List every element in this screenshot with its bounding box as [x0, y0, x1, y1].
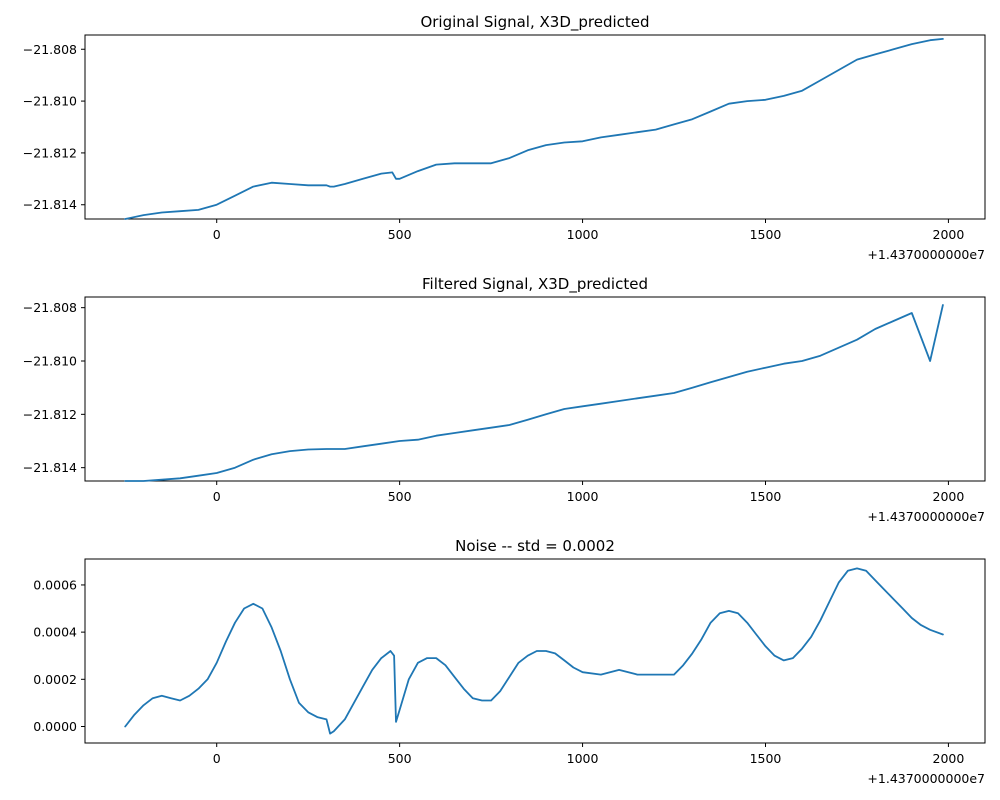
- x-axis: 0 500 1000 1500 2000: [213, 743, 965, 766]
- y-tick-label: −21.808: [23, 300, 77, 315]
- series-line-noise: [124, 567, 944, 735]
- series-line-original: [124, 38, 944, 220]
- x-tick-label: 500: [388, 751, 412, 766]
- x-tick-label: 1500: [750, 489, 782, 504]
- chart-title: Noise -- std = 0.0002: [455, 537, 615, 555]
- y-tick-label: 0.0002: [33, 672, 77, 687]
- x-tick-label: 1000: [567, 489, 599, 504]
- y-tick-label: −21.814: [23, 460, 77, 475]
- y-tick-label: −21.810: [23, 354, 77, 369]
- chart-title: Filtered Signal, X3D_predicted: [422, 275, 648, 294]
- subplot-noise: Noise -- std = 0.0002 0 500 1000 1500 2000 0…: [33, 537, 986, 786]
- x-tick-label: 2000: [933, 227, 965, 242]
- x-tick-label: 0: [213, 751, 221, 766]
- x-tick-label: 1500: [750, 751, 782, 766]
- x-tick-label: 0: [213, 227, 221, 242]
- x-axis: 0 500 1000 1500 2000: [213, 219, 965, 242]
- x-tick-label: 2000: [933, 751, 965, 766]
- y-tick-label: −21.812: [23, 145, 77, 160]
- x-tick-label: 2000: [933, 489, 965, 504]
- y-tick-label: −21.814: [23, 197, 77, 212]
- x-offset-label: +1.4370000000e7: [867, 771, 985, 786]
- x-tick-label: 500: [388, 227, 412, 242]
- y-tick-label: 0.0006: [33, 577, 77, 592]
- x-axis: 0 500 1000 1500 2000: [213, 481, 965, 504]
- y-tick-label: 0.0000: [33, 719, 77, 734]
- y-axis: 0.0000 0.0002 0.0004 0.0006: [33, 577, 85, 734]
- x-tick-label: 1500: [750, 227, 782, 242]
- y-tick-label: −21.808: [23, 42, 77, 57]
- y-axis: −21.814 −21.812 −21.810 −21.808: [23, 300, 85, 475]
- x-tick-label: 0: [213, 489, 221, 504]
- y-axis: −21.814 −21.812 −21.810 −21.808: [23, 42, 85, 212]
- x-offset-label: +1.4370000000e7: [867, 247, 985, 262]
- x-tick-label: 500: [388, 489, 412, 504]
- axes-frame: [84, 34, 986, 220]
- y-tick-label: 0.0004: [33, 625, 77, 640]
- subplot-original-signal: Original Signal, X3D_predicted 0 500 1000 1…: [23, 13, 986, 262]
- subplot-filtered-signal: Filtered Signal, X3D_predicted 0 500 1000 1…: [23, 275, 986, 524]
- x-tick-label: 1000: [567, 751, 599, 766]
- y-tick-label: −21.812: [23, 407, 77, 422]
- y-tick-label: −21.810: [23, 94, 77, 109]
- axes-frame: [84, 558, 986, 744]
- series-line-filtered: [124, 304, 944, 482]
- x-offset-label: +1.4370000000e7: [867, 509, 985, 524]
- x-tick-label: 1000: [567, 227, 599, 242]
- chart-title: Original Signal, X3D_predicted: [420, 13, 649, 32]
- axes-frame: [84, 296, 986, 482]
